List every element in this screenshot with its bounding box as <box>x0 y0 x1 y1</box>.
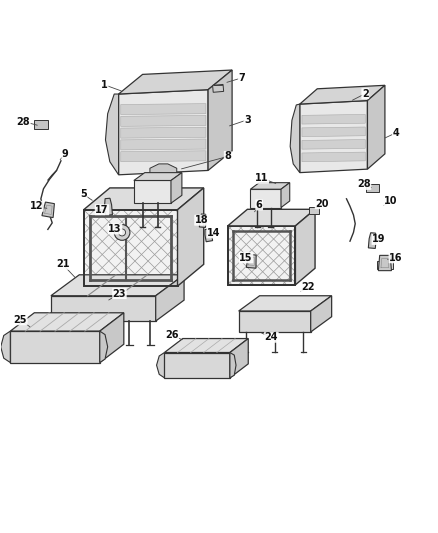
Polygon shape <box>121 103 206 115</box>
Text: 8: 8 <box>224 151 231 161</box>
Text: 22: 22 <box>301 282 315 293</box>
Polygon shape <box>11 331 100 362</box>
Polygon shape <box>171 173 182 203</box>
Polygon shape <box>311 296 332 332</box>
Polygon shape <box>300 85 385 104</box>
Polygon shape <box>121 151 206 161</box>
Text: 14: 14 <box>207 228 220 238</box>
Polygon shape <box>84 210 177 286</box>
Text: 23: 23 <box>113 288 126 298</box>
Polygon shape <box>11 313 124 331</box>
Text: 17: 17 <box>95 205 109 215</box>
Text: 6: 6 <box>256 200 262 210</box>
Polygon shape <box>121 116 206 126</box>
Text: 13: 13 <box>108 224 122 234</box>
Polygon shape <box>100 313 124 362</box>
Polygon shape <box>212 84 224 92</box>
Polygon shape <box>302 115 365 124</box>
Text: 3: 3 <box>244 115 251 125</box>
Polygon shape <box>247 254 256 268</box>
Text: 4: 4 <box>392 128 399 138</box>
Text: 11: 11 <box>255 173 268 183</box>
Text: 5: 5 <box>80 189 87 199</box>
Polygon shape <box>84 188 204 210</box>
Polygon shape <box>150 164 177 177</box>
Polygon shape <box>34 120 48 129</box>
Text: 28: 28 <box>357 180 371 189</box>
Polygon shape <box>281 183 290 207</box>
Polygon shape <box>156 352 164 378</box>
Polygon shape <box>368 233 376 248</box>
Text: 19: 19 <box>372 235 385 245</box>
Text: 18: 18 <box>195 215 208 225</box>
Polygon shape <box>121 127 206 138</box>
Polygon shape <box>366 184 379 192</box>
Polygon shape <box>302 127 365 136</box>
Polygon shape <box>239 296 332 311</box>
Polygon shape <box>51 296 155 321</box>
Polygon shape <box>251 189 281 207</box>
Polygon shape <box>208 70 232 171</box>
Text: 15: 15 <box>239 253 253 263</box>
Polygon shape <box>121 139 206 150</box>
Text: 1: 1 <box>101 80 108 90</box>
Polygon shape <box>300 101 367 173</box>
Text: 24: 24 <box>265 332 278 342</box>
Polygon shape <box>164 338 248 352</box>
Polygon shape <box>228 209 315 226</box>
Polygon shape <box>309 207 319 214</box>
Text: 16: 16 <box>389 253 403 263</box>
Polygon shape <box>205 229 212 242</box>
Polygon shape <box>106 94 119 175</box>
Polygon shape <box>42 202 54 217</box>
Polygon shape <box>134 173 182 181</box>
Polygon shape <box>251 183 290 189</box>
Polygon shape <box>230 338 248 378</box>
Polygon shape <box>367 85 385 169</box>
Text: 26: 26 <box>165 330 179 341</box>
Text: 7: 7 <box>238 73 245 83</box>
Polygon shape <box>177 188 204 286</box>
Circle shape <box>119 229 126 236</box>
Polygon shape <box>105 198 113 215</box>
Text: 9: 9 <box>62 149 69 159</box>
Polygon shape <box>199 214 206 228</box>
Circle shape <box>114 224 130 240</box>
Text: 2: 2 <box>362 88 369 99</box>
Text: 21: 21 <box>56 260 70 269</box>
Text: 25: 25 <box>14 315 27 325</box>
Text: 12: 12 <box>30 201 43 211</box>
Polygon shape <box>302 152 365 161</box>
Polygon shape <box>295 209 315 285</box>
Polygon shape <box>377 261 393 269</box>
Polygon shape <box>230 352 236 378</box>
Polygon shape <box>100 331 108 362</box>
Polygon shape <box>228 226 295 285</box>
Polygon shape <box>84 210 177 286</box>
Polygon shape <box>51 275 184 296</box>
Polygon shape <box>290 104 300 173</box>
Polygon shape <box>239 311 311 332</box>
Polygon shape <box>228 226 295 285</box>
Polygon shape <box>119 70 232 94</box>
Polygon shape <box>119 90 208 175</box>
Text: 28: 28 <box>17 117 30 126</box>
Polygon shape <box>378 255 392 271</box>
Polygon shape <box>1 331 11 362</box>
Polygon shape <box>164 352 230 378</box>
Polygon shape <box>302 140 365 149</box>
Text: 20: 20 <box>315 199 329 208</box>
Polygon shape <box>155 275 184 321</box>
Text: 10: 10 <box>384 196 397 206</box>
Polygon shape <box>134 181 171 203</box>
